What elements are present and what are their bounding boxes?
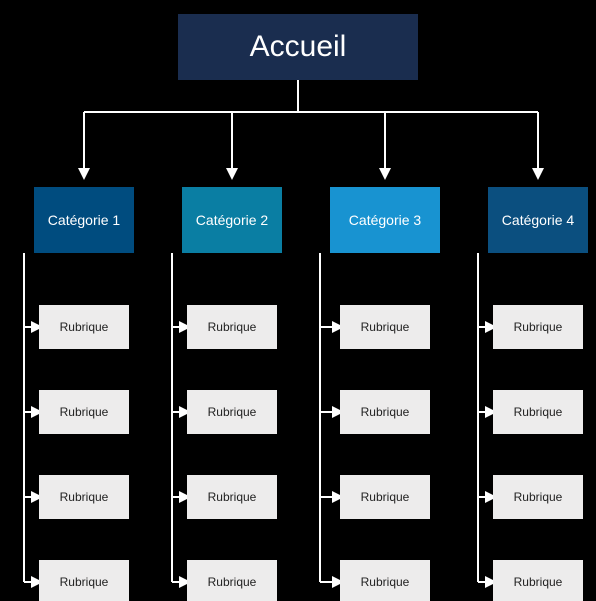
- rubrique-node-c2-r3: Rubrique: [187, 475, 277, 519]
- rubrique-node-c3-r1: Rubrique: [340, 305, 430, 349]
- rubrique-node-c1-r2: Rubrique: [39, 390, 129, 434]
- rubrique-node-c4-r4: Rubrique: [493, 560, 583, 601]
- category-node-2: Catégorie 2: [182, 187, 282, 253]
- rubrique-node-c1-r3: Rubrique: [39, 475, 129, 519]
- rubrique-node-c1-r1: Rubrique: [39, 305, 129, 349]
- category-node-3: Catégorie 3: [330, 187, 440, 253]
- rubrique-node-c4-r3: Rubrique: [493, 475, 583, 519]
- rubrique-node-c2-r2: Rubrique: [187, 390, 277, 434]
- rubrique-node-c4-r2: Rubrique: [493, 390, 583, 434]
- rubrique-node-c2-r4: Rubrique: [187, 560, 277, 601]
- rubrique-node-c3-r3: Rubrique: [340, 475, 430, 519]
- category-node-4: Catégorie 4: [488, 187, 588, 253]
- sitemap-diagram: Accueil Catégorie 1 Catégorie 2 Catégorie 3…: [0, 0, 596, 601]
- category-node-1: Catégorie 1: [34, 187, 134, 253]
- rubrique-node-c1-r4: Rubrique: [39, 560, 129, 601]
- root-node: Accueil: [178, 14, 418, 80]
- rubrique-node-c4-r1: Rubrique: [493, 305, 583, 349]
- rubrique-node-c3-r4: Rubrique: [340, 560, 430, 601]
- rubrique-node-c3-r2: Rubrique: [340, 390, 430, 434]
- rubrique-node-c2-r1: Rubrique: [187, 305, 277, 349]
